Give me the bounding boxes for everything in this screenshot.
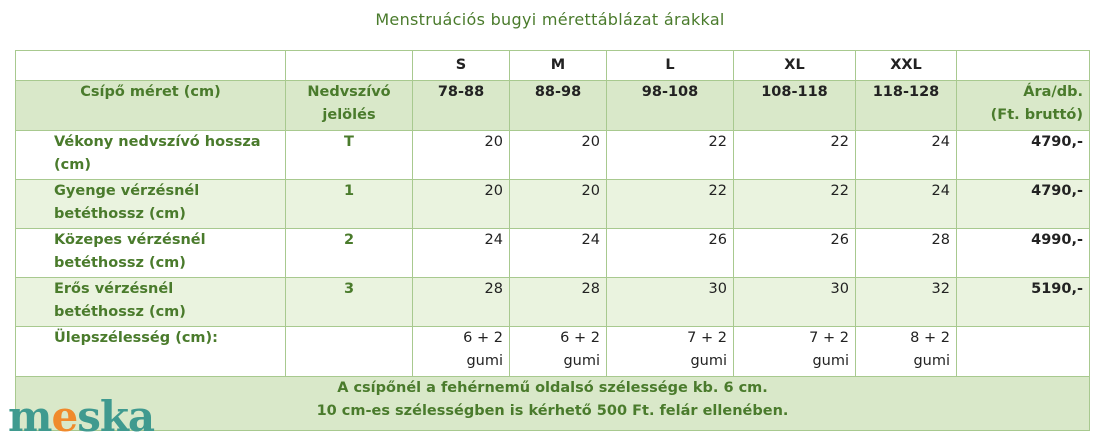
size-l: L [606, 50, 734, 81]
size-xl: XL [733, 50, 856, 81]
note-line-1: A csípőnél a fehérnemű oldalsó szélesség… [337, 380, 768, 396]
cell-value: 20 [509, 179, 607, 229]
gusset-value: 8 + 2 gumi [855, 326, 957, 377]
size-s: S [412, 50, 510, 81]
notes-row: A csípőnél a fehérnemű oldalsó szélesség… [15, 376, 1090, 431]
note-line-2: 10 cm-es szélességben is kérhető 500 Ft.… [316, 403, 789, 419]
row-label: Erős vérzésnél betéthossz (cm) [15, 277, 286, 327]
row-code: 2 [285, 228, 413, 278]
cell-value: 32 [855, 277, 957, 327]
row-code: 1 [285, 179, 413, 229]
hip-range-l: 98-108 [606, 80, 734, 131]
row-price: 4990,- [956, 228, 1090, 278]
notes: A csípőnél a fehérnemű oldalsó szélesség… [15, 376, 1090, 431]
hip-range-header-row: Csípő méret (cm) Nedvszívó jelölés 78-88… [15, 80, 1090, 131]
gusset-value: 7 + 2 gumi [733, 326, 856, 377]
hip-range-s: 78-88 [412, 80, 510, 131]
gusset-value: 7 + 2 gumi [606, 326, 734, 377]
cell-value: 24 [855, 179, 957, 229]
table-row: Vékony nedvszívó hossza (cm) T 20 20 22 … [15, 130, 1090, 180]
hip-size-label: Csípő méret (cm) [15, 80, 286, 131]
cell-value: 20 [509, 130, 607, 180]
gusset-value: 6 + 2 gumi [412, 326, 510, 377]
cell-value: 28 [509, 277, 607, 327]
size-chart-table: S M L XL XXL Csípő méret (cm) Nedvszívó … [15, 50, 1090, 431]
cell-value: 22 [733, 179, 856, 229]
table-row: Közepes vérzésnél betéthossz (cm) 2 24 2… [15, 228, 1090, 278]
gusset-value: 6 + 2 gumi [509, 326, 607, 377]
row-price: 4790,- [956, 179, 1090, 229]
row-price: 4790,- [956, 130, 1090, 180]
page-title: Menstruációs bugyi mérettáblázat árakkal [375, 10, 725, 29]
cell-value: 26 [733, 228, 856, 278]
cell-value: 22 [606, 179, 734, 229]
row-price: 5190,- [956, 277, 1090, 327]
hip-range-xxl: 118-128 [855, 80, 957, 131]
table-row: Gyenge vérzésnél betéthossz (cm) 1 20 20… [15, 179, 1090, 229]
cell-value: 24 [412, 228, 510, 278]
cell-value: 22 [606, 130, 734, 180]
cell-value: 24 [855, 130, 957, 180]
table-row: Erős vérzésnél betéthossz (cm) 3 28 28 3… [15, 277, 1090, 327]
size-xxl: XXL [855, 50, 957, 81]
size-m: M [509, 50, 607, 81]
row-label: Vékony nedvszívó hossza (cm) [15, 130, 286, 180]
size-letter-row: S M L XL XXL [15, 50, 1090, 81]
cell-value: 20 [412, 130, 510, 180]
cell-value: 20 [412, 179, 510, 229]
absorbent-label: Nedvszívó jelölés [285, 80, 413, 131]
cell-value: 30 [733, 277, 856, 327]
row-label: Közepes vérzésnél betéthossz (cm) [15, 228, 286, 278]
row-code: 3 [285, 277, 413, 327]
hip-range-xl: 108-118 [733, 80, 856, 131]
cell-value: 24 [509, 228, 607, 278]
hip-range-m: 88-98 [509, 80, 607, 131]
gusset-row: Ülepszélesség (cm): 6 + 2 gumi 6 + 2 gumi … [15, 326, 1090, 377]
gusset-label: Ülepszélesség (cm): [15, 326, 286, 377]
cell-value: 28 [412, 277, 510, 327]
cell-value: 22 [733, 130, 856, 180]
row-code: T [285, 130, 413, 180]
cell-value: 26 [606, 228, 734, 278]
cell-value: 30 [606, 277, 734, 327]
price-label: Ára/db. (Ft. bruttó) [956, 80, 1090, 131]
meska-logo: meska [8, 392, 155, 441]
row-label: Gyenge vérzésnél betéthossz (cm) [15, 179, 286, 229]
cell-value: 28 [855, 228, 957, 278]
